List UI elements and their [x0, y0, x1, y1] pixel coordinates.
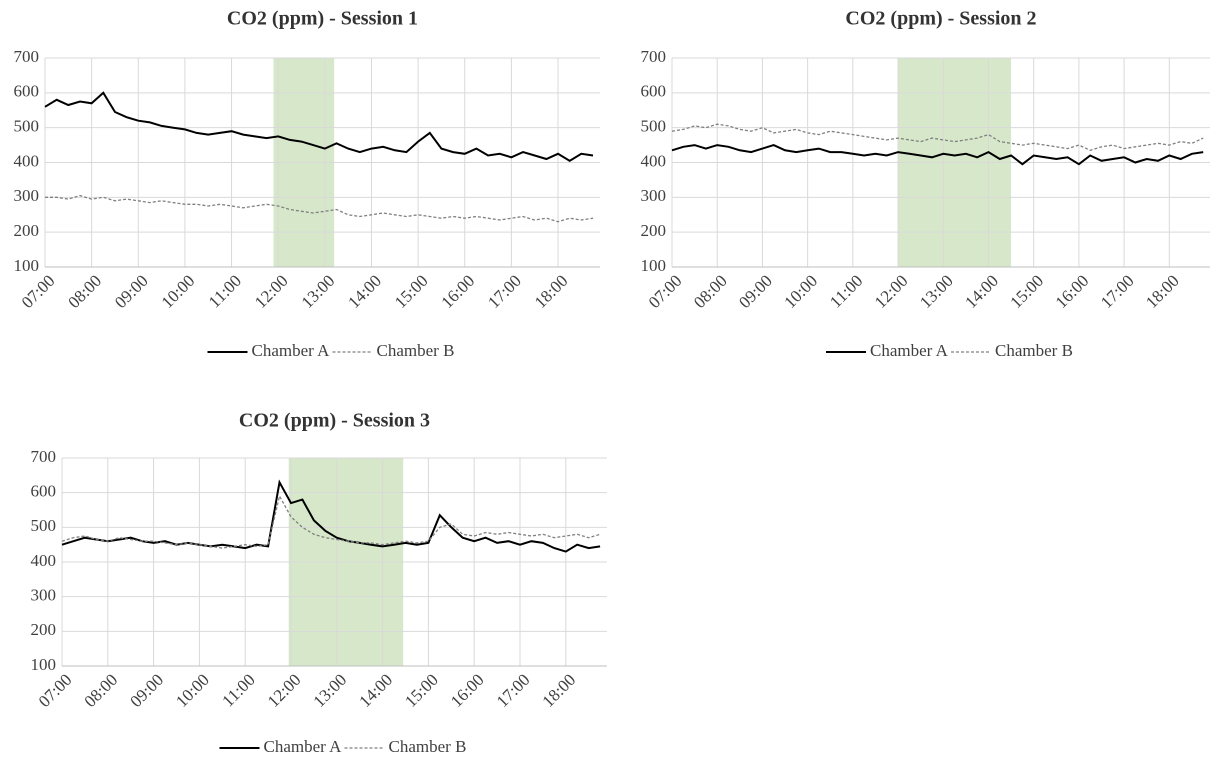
x-tick-label: 16:00 — [1052, 271, 1093, 312]
x-tick-label: 14:00 — [344, 271, 385, 312]
y-tick-label: 400 — [31, 551, 57, 570]
x-tick-label: 12:00 — [251, 271, 292, 312]
y-tick-label: 600 — [14, 82, 40, 101]
x-tick-label: 16:00 — [447, 670, 488, 711]
x-tick-label: 08:00 — [64, 271, 105, 312]
x-tick-label: 12:00 — [264, 670, 305, 711]
chart-title: CO2 (ppm) - Session 1 — [227, 8, 418, 30]
y-tick-label: 300 — [31, 586, 57, 605]
series-line — [671, 123, 1204, 151]
x-tick-label: 14:00 — [961, 271, 1002, 312]
y-tick-label: 600 — [31, 482, 57, 501]
y-tick-label: 200 — [14, 221, 40, 240]
y-tick-label: 500 — [641, 117, 667, 136]
x-tick-label: 13:00 — [298, 271, 339, 312]
x-tick-label: 15:00 — [401, 670, 442, 711]
legend-label: Chamber B — [389, 737, 467, 756]
x-tick-label: 10:00 — [172, 670, 213, 711]
y-tick-label: 500 — [31, 516, 57, 535]
x-tick-label: 15:00 — [1006, 271, 1047, 312]
y-tick-label: 300 — [641, 186, 667, 205]
chart-title: CO2 (ppm) - Session 3 — [239, 410, 430, 432]
x-tick-label: 10:00 — [780, 271, 821, 312]
x-tick-label: 17:00 — [493, 670, 534, 711]
x-tick-label: 08:00 — [81, 670, 122, 711]
y-tick-label: 100 — [641, 256, 667, 275]
series-line — [61, 479, 601, 553]
x-tick-label: 07:00 — [645, 271, 686, 312]
x-tick-label: 10:00 — [158, 271, 199, 312]
legend-label: Chamber A — [870, 341, 949, 360]
x-tick-label: 17:00 — [1097, 271, 1138, 312]
y-tick-label: 200 — [31, 620, 57, 639]
chart-title: CO2 (ppm) - Session 2 — [845, 8, 1036, 30]
legend-label: Chamber A — [264, 737, 343, 756]
x-tick-label: 16:00 — [438, 271, 479, 312]
y-tick-label: 100 — [14, 256, 40, 275]
y-tick-label: 700 — [641, 47, 667, 66]
series-line — [44, 91, 594, 162]
x-tick-label: 18:00 — [1142, 271, 1183, 312]
legend-label: Chamber B — [377, 341, 455, 360]
y-tick-label: 700 — [14, 47, 40, 66]
y-tick-label: 300 — [14, 186, 40, 205]
x-tick-label: 09:00 — [111, 271, 152, 312]
y-tick-label: 700 — [31, 447, 57, 466]
x-tick-label: 15:00 — [391, 271, 432, 312]
x-tick-label: 09:00 — [126, 670, 167, 711]
x-tick-label: 09:00 — [735, 271, 776, 312]
x-tick-label: 17:00 — [484, 271, 525, 312]
x-tick-label: 11:00 — [826, 271, 866, 311]
x-tick-label: 13:00 — [916, 271, 957, 312]
y-tick-label: 200 — [641, 221, 667, 240]
x-tick-label: 18:00 — [531, 271, 572, 312]
x-tick-label: 07:00 — [18, 271, 59, 312]
x-tick-label: 13:00 — [310, 670, 351, 711]
x-tick-label: 11:00 — [205, 271, 245, 311]
y-tick-label: 100 — [31, 655, 57, 674]
x-tick-label: 08:00 — [690, 271, 731, 312]
legend-label: Chamber A — [252, 341, 331, 360]
x-tick-label: 12:00 — [871, 271, 912, 312]
y-tick-label: 600 — [641, 82, 667, 101]
x-tick-label: 07:00 — [35, 670, 76, 711]
series-line — [61, 494, 601, 549]
x-tick-label: 14:00 — [355, 670, 396, 711]
series-line — [671, 144, 1204, 166]
y-tick-label: 400 — [641, 151, 667, 170]
y-tick-label: 500 — [14, 117, 40, 136]
x-tick-label: 11:00 — [218, 670, 258, 710]
y-tick-label: 400 — [14, 151, 40, 170]
legend-label: Chamber B — [995, 341, 1073, 360]
x-tick-label: 18:00 — [539, 670, 580, 711]
